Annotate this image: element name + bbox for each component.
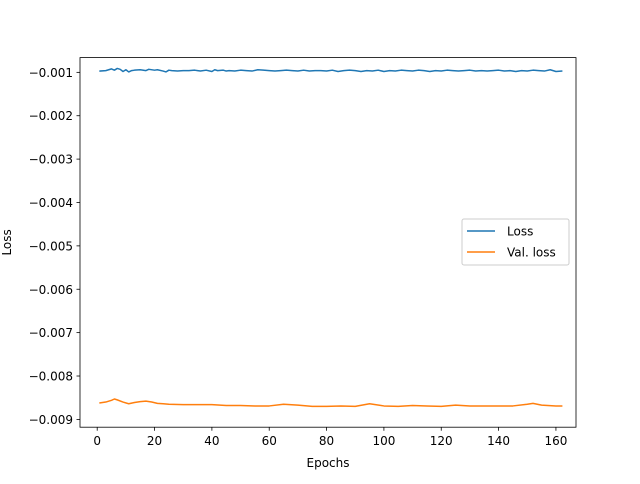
series-line-val-loss bbox=[99, 398, 563, 408]
x-tick-label: 0 bbox=[93, 434, 101, 448]
y-tick-label: −0.003 bbox=[29, 153, 73, 167]
legend-label-val-loss: Val. loss bbox=[507, 246, 556, 260]
legend: Loss Val. loss bbox=[461, 218, 570, 266]
x-tick-label: 20 bbox=[147, 434, 162, 448]
x-tick-label: 140 bbox=[487, 434, 510, 448]
y-tick-label: −0.007 bbox=[29, 326, 73, 340]
y-axis-ticks: −0.001 −0.002 −0.003 −0.004 −0.005 −0.006 −0.0… bbox=[29, 66, 80, 427]
y-tick-label: −0.009 bbox=[29, 413, 73, 427]
y-tick-label: −0.001 bbox=[29, 66, 73, 80]
x-tick-label: 120 bbox=[430, 434, 453, 448]
y-axis-label: Loss bbox=[0, 229, 14, 255]
y-tick-label: −0.005 bbox=[29, 239, 73, 253]
y-tick-label: −0.002 bbox=[29, 109, 73, 123]
y-tick-label: −0.006 bbox=[29, 283, 73, 297]
x-tick-label: 60 bbox=[262, 434, 277, 448]
x-axis-label: Epochs bbox=[307, 456, 350, 470]
y-tick-label: −0.004 bbox=[29, 196, 73, 210]
x-tick-label: 100 bbox=[372, 434, 395, 448]
x-tick-label: 160 bbox=[544, 434, 567, 448]
x-axis-ticks: 0 20 40 60 80 100 120 140 160 bbox=[93, 427, 567, 448]
axes-frame bbox=[79, 57, 577, 428]
plot-area bbox=[79, 57, 577, 428]
x-tick-label: 40 bbox=[204, 434, 219, 448]
legend-label-loss: Loss bbox=[507, 225, 533, 239]
series-layer bbox=[99, 67, 563, 408]
x-tick-label: 80 bbox=[319, 434, 334, 448]
y-tick-label: −0.008 bbox=[29, 370, 73, 384]
series-line-loss bbox=[99, 67, 563, 73]
